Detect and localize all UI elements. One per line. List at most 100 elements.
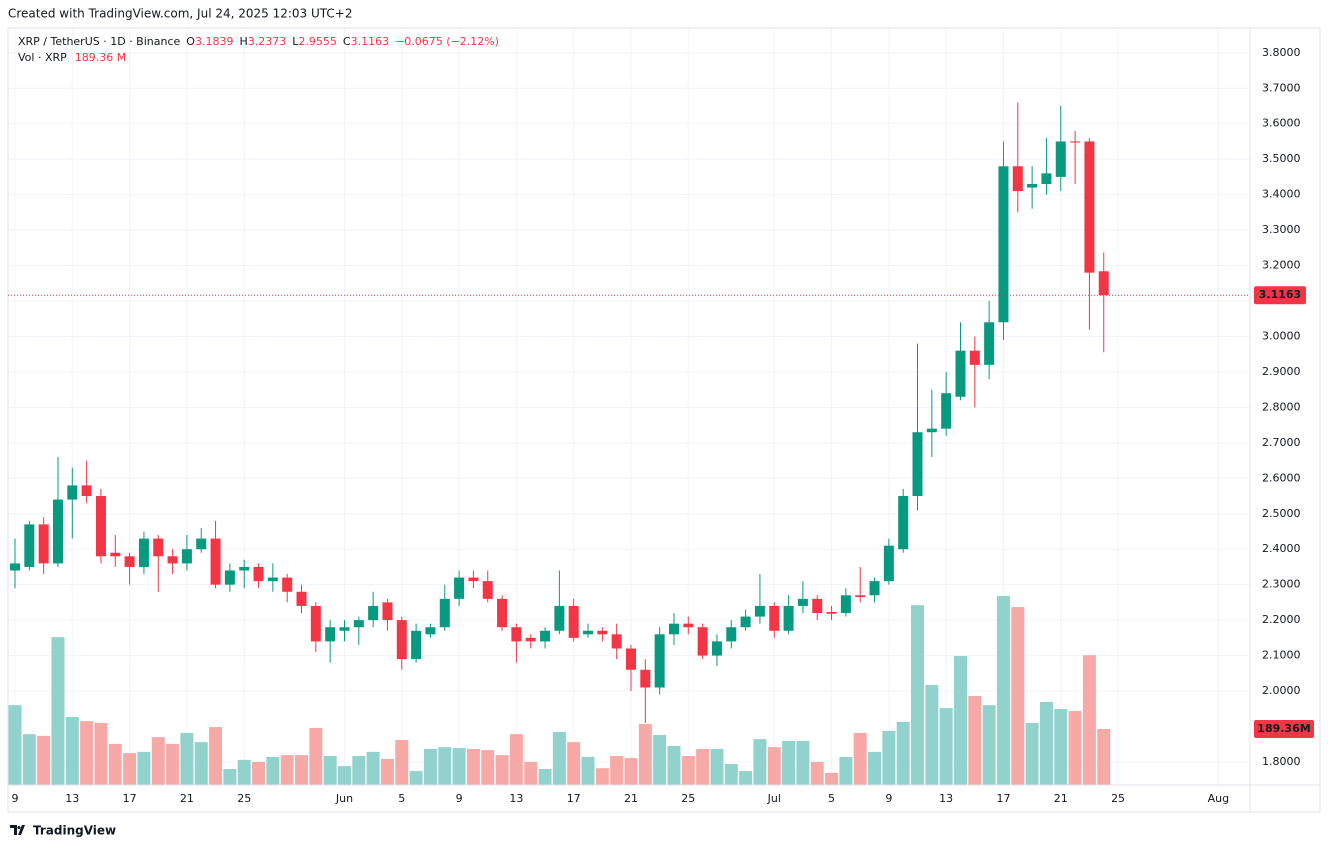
candle-body: [24, 524, 35, 567]
candle-body: [167, 556, 178, 564]
x-tick-label: 17: [567, 792, 581, 805]
volume-bar: [567, 742, 581, 785]
volume-bar: [1082, 655, 1096, 785]
volume-bar: [409, 771, 423, 785]
volume-bar: [495, 755, 509, 785]
candle-body: [912, 432, 923, 497]
volume-bar: [782, 740, 796, 785]
volume-bar: [911, 605, 925, 785]
volume-bar: [1025, 722, 1039, 785]
volume-bar: [323, 756, 337, 785]
candle-body: [138, 538, 149, 567]
candle-body: [468, 577, 479, 582]
y-tick-label: 3.8000: [1262, 46, 1301, 59]
candle-body: [1012, 166, 1023, 192]
y-tick-label: 2.4000: [1262, 542, 1301, 555]
legend-label: L: [292, 35, 299, 48]
candle-body: [783, 605, 794, 631]
y-tick-label: 2.8000: [1262, 400, 1301, 413]
volume-bar: [710, 748, 724, 785]
volume-bar: [839, 756, 853, 785]
candle-body: [282, 577, 293, 592]
x-tick-label: 17: [123, 792, 137, 805]
volume-bar: [638, 724, 652, 785]
volume-bar: [194, 742, 208, 785]
candle-body: [668, 623, 679, 635]
candle-body: [497, 598, 508, 628]
candle-body: [124, 556, 135, 567]
candle-body: [210, 538, 221, 585]
price-tag-label: 3.1163: [1259, 288, 1301, 301]
volume-tag: [1254, 719, 1314, 738]
volume-bar: [51, 637, 65, 785]
volume-tag-label: 189.36M: [1257, 722, 1310, 735]
candle-body: [38, 524, 49, 564]
candle-body: [955, 350, 966, 397]
legend-change: −0.0675 (−2.12%): [395, 35, 499, 48]
volume-bar: [953, 656, 967, 785]
x-tick-label: Aug: [1208, 792, 1229, 805]
volume-bar: [509, 734, 523, 785]
footer-logo: TradingView: [10, 824, 116, 838]
volume-legend-value: 189.36 M: [75, 51, 126, 64]
volume-bar: [94, 722, 108, 785]
candle-body: [769, 605, 780, 631]
volume-bar: [896, 722, 910, 785]
candle-body: [454, 577, 465, 599]
candle-body: [325, 627, 336, 642]
volume-bar: [524, 761, 538, 785]
price-tag: [1254, 286, 1306, 305]
candle-body: [110, 552, 121, 557]
candle-body: [411, 630, 422, 660]
x-tick-label: 13: [65, 792, 79, 805]
volume-bar: [925, 685, 939, 785]
volume-bar: [65, 716, 79, 785]
y-tick-label: 3.3000: [1262, 223, 1301, 236]
candle-body: [310, 605, 321, 642]
y-tick-label: 2.9000: [1262, 365, 1301, 378]
volume-legend: Vol · XRP 189.36 M: [18, 51, 126, 64]
volume-bar: [882, 730, 896, 785]
volume-bar: [753, 739, 767, 785]
logo-icon: [10, 825, 25, 835]
volume-bar: [337, 766, 351, 785]
x-tick-label: 9: [12, 792, 19, 805]
volume-bar: [22, 734, 36, 785]
y-tick-label: 3.0000: [1262, 329, 1301, 342]
candle-body: [339, 627, 350, 631]
candle-body: [224, 570, 235, 585]
volume-bar: [538, 769, 552, 785]
candle-body: [67, 485, 78, 500]
y-tick-label: 3.4000: [1262, 188, 1301, 201]
y-tick-label: 3.6000: [1262, 117, 1301, 130]
y-tick-label: 3.2000: [1262, 259, 1301, 272]
volume-bar: [724, 764, 738, 785]
volume-bar: [996, 596, 1010, 785]
x-tick-label: 9: [885, 792, 892, 805]
volume-bar: [108, 743, 122, 785]
candle-body: [196, 538, 207, 550]
y-tick-label: 2.7000: [1262, 436, 1301, 449]
candle-body: [439, 598, 450, 628]
volume-bar: [37, 735, 51, 785]
candle-body: [869, 581, 880, 596]
y-tick-label: 2.3000: [1262, 578, 1301, 591]
candle-body: [568, 605, 579, 638]
candle-body: [812, 598, 823, 614]
legend-label: O: [186, 35, 195, 48]
symbol-title: XRP / TetherUS · 1D · Binance: [18, 35, 181, 48]
volume-pane: [8, 596, 1111, 785]
volume-bar: [209, 727, 223, 785]
volume-bar: [595, 768, 609, 785]
legend-value: 3.1839: [195, 35, 234, 48]
volume-bar: [1011, 606, 1025, 785]
volume-title: Vol · XRP: [18, 51, 67, 64]
legend-label: H: [239, 35, 247, 48]
candle-body: [1084, 141, 1095, 273]
volume-bar: [810, 761, 824, 785]
y-tick-label: 1.8000: [1262, 755, 1301, 768]
volume-bar: [982, 705, 996, 785]
candle-body: [153, 538, 164, 557]
volume-bar: [681, 756, 695, 785]
x-tick-label: 21: [1054, 792, 1068, 805]
